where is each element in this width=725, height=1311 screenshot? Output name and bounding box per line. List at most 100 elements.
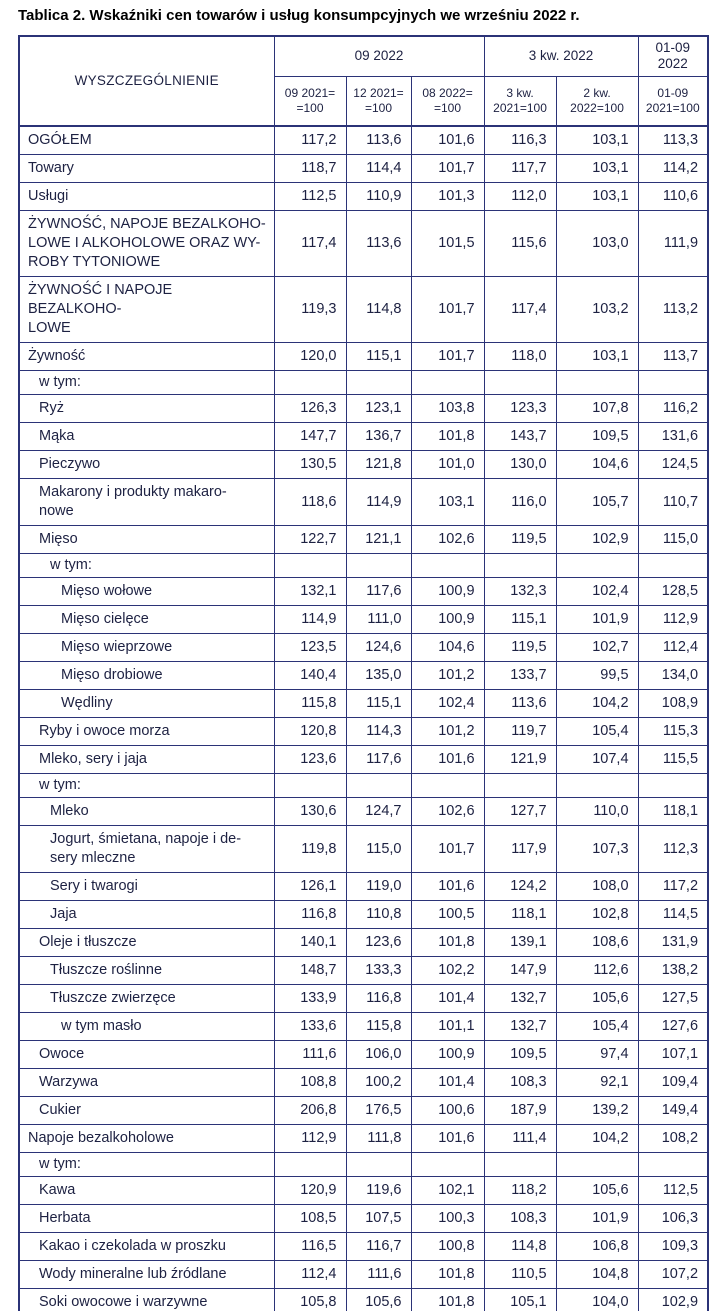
value-cell: 132,7 bbox=[483, 1012, 557, 1041]
value-cell: 109,3 bbox=[637, 1232, 709, 1261]
value-cell: 118,0 bbox=[483, 342, 557, 371]
value-cell: 132,3 bbox=[483, 577, 557, 606]
col-header-01-09-2021-100: 01-09 2021=100 bbox=[637, 75, 709, 127]
value-cell: 100,9 bbox=[410, 1040, 485, 1069]
table-row: Tłuszcze roślinne 148,7 133,3 102,2 147,9 112… bbox=[18, 956, 709, 985]
value-cell: 101,8 bbox=[410, 1260, 485, 1289]
value-cell: 102,6 bbox=[410, 797, 485, 826]
value-cell: 113,6 bbox=[345, 210, 412, 277]
table-row: Ryby i owoce morza 120,8 114,3 101,2 119,7 10… bbox=[18, 717, 709, 746]
value-cell bbox=[410, 553, 485, 578]
table-row: OGÓŁEM 117,2 113,6 101,6 116,3 103,1 113,3 bbox=[18, 125, 709, 155]
value-cell: 101,9 bbox=[555, 605, 639, 634]
value-cell: 102,1 bbox=[410, 1176, 485, 1205]
value-cell: 103,1 bbox=[555, 125, 639, 155]
value-cell: 112,5 bbox=[637, 1176, 709, 1205]
row-label: Mięso cielęce bbox=[18, 605, 275, 634]
value-cell: 108,0 bbox=[555, 872, 639, 901]
value-cell: 123,1 bbox=[345, 394, 412, 423]
value-cell: 101,6 bbox=[410, 1124, 485, 1153]
value-cell: 112,4 bbox=[273, 1260, 347, 1289]
value-cell: 115,1 bbox=[345, 342, 412, 371]
value-cell: 119,0 bbox=[345, 872, 412, 901]
value-cell: 117,4 bbox=[483, 276, 557, 343]
table-row: Mleko, sery i jaja 123,6 117,6 101,6 121,9 10… bbox=[18, 745, 709, 774]
value-cell: 103,0 bbox=[555, 210, 639, 277]
row-label: Jogurt, śmietana, napoje i de- sery mlec… bbox=[18, 825, 275, 873]
value-cell: 115,3 bbox=[637, 717, 709, 746]
value-cell: 108,9 bbox=[637, 689, 709, 718]
value-cell: 104,2 bbox=[555, 689, 639, 718]
value-cell: 107,3 bbox=[555, 825, 639, 873]
value-cell bbox=[637, 370, 709, 395]
value-cell: 138,2 bbox=[637, 956, 709, 985]
col-group-09-2022: 09 2022 bbox=[273, 35, 485, 77]
value-cell: 101,9 bbox=[555, 1204, 639, 1233]
value-cell: 116,5 bbox=[273, 1232, 347, 1261]
value-cell bbox=[637, 553, 709, 578]
row-label: Wody mineralne lub źródlane bbox=[18, 1260, 275, 1289]
value-cell bbox=[345, 553, 412, 578]
value-cell: 112,6 bbox=[555, 956, 639, 985]
value-cell bbox=[345, 773, 412, 798]
value-cell: 119,8 bbox=[273, 825, 347, 873]
value-cell: 99,5 bbox=[555, 661, 639, 690]
value-cell: 101,1 bbox=[410, 1012, 485, 1041]
stub-header: WYSZCZEGÓLNIENIE bbox=[18, 35, 275, 127]
value-cell: 109,5 bbox=[483, 1040, 557, 1069]
value-cell: 101,8 bbox=[410, 1288, 485, 1311]
row-label: Jaja bbox=[18, 900, 275, 929]
value-cell: 101,7 bbox=[410, 342, 485, 371]
value-cell: 101,8 bbox=[410, 928, 485, 957]
value-cell: 113,3 bbox=[637, 125, 709, 155]
value-cell: 100,9 bbox=[410, 605, 485, 634]
value-cell: 110,9 bbox=[345, 182, 412, 211]
header-group-row: WYSZCZEGÓLNIENIE 09 2022 3 kw. 2022 01-0… bbox=[18, 35, 709, 127]
value-cell: 139,1 bbox=[483, 928, 557, 957]
value-cell: 105,8 bbox=[273, 1288, 347, 1311]
value-cell: 115,8 bbox=[345, 1012, 412, 1041]
value-cell: 105,6 bbox=[555, 1176, 639, 1205]
value-cell: 105,4 bbox=[555, 717, 639, 746]
value-cell bbox=[273, 773, 347, 798]
value-cell: 107,4 bbox=[555, 745, 639, 774]
value-cell: 126,3 bbox=[273, 394, 347, 423]
value-cell: 128,5 bbox=[637, 577, 709, 606]
table-row: Kawa 120,9 119,6 102,1 118,2 105,6 112,5 bbox=[18, 1176, 709, 1205]
value-cell: 136,7 bbox=[345, 422, 412, 451]
value-cell: 102,2 bbox=[410, 956, 485, 985]
table-title: Tablica 2. Wskaźniki cen towarów i usług… bbox=[18, 7, 580, 24]
value-cell bbox=[483, 1152, 557, 1177]
value-cell: 102,9 bbox=[637, 1288, 709, 1311]
value-cell: 103,1 bbox=[555, 154, 639, 183]
value-cell: 101,3 bbox=[410, 182, 485, 211]
value-cell bbox=[345, 1152, 412, 1177]
value-cell: 107,8 bbox=[555, 394, 639, 423]
value-cell: 127,6 bbox=[637, 1012, 709, 1041]
value-cell: 108,3 bbox=[483, 1068, 557, 1097]
table-row: w tym: bbox=[18, 1152, 709, 1177]
value-cell: 124,6 bbox=[345, 633, 412, 662]
table-row: Pieczywo 130,5 121,8 101,0 130,0 104,6 124,5 bbox=[18, 450, 709, 479]
value-cell: 103,1 bbox=[410, 478, 485, 526]
table-row: Mięso cielęce 114,9 111,0 100,9 115,1 101,9 11… bbox=[18, 605, 709, 634]
value-cell: 114,9 bbox=[273, 605, 347, 634]
col-group-3kw-2022: 3 kw. 2022 bbox=[483, 35, 639, 77]
row-label: w tym: bbox=[18, 370, 275, 395]
value-cell: 116,8 bbox=[345, 984, 412, 1013]
value-cell: 102,4 bbox=[555, 577, 639, 606]
value-cell: 119,5 bbox=[483, 633, 557, 662]
value-cell: 107,1 bbox=[637, 1040, 709, 1069]
value-cell: 122,7 bbox=[273, 525, 347, 554]
row-label: Makarony i produkty makaro- nowe bbox=[18, 478, 275, 526]
table-row: Sery i twarogi 126,1 119,0 101,6 124,2 108,0 1… bbox=[18, 872, 709, 901]
row-label: ŻYWNOŚĆ, NAPOJE BEZALKOHO- LOWE I ALKOHO… bbox=[18, 210, 275, 277]
value-cell: 113,6 bbox=[483, 689, 557, 718]
value-cell: 100,8 bbox=[410, 1232, 485, 1261]
row-label: Tłuszcze roślinne bbox=[18, 956, 275, 985]
table-row: Ryż 126,3 123,1 103,8 123,3 107,8 116,2 bbox=[18, 394, 709, 423]
value-cell: 118,7 bbox=[273, 154, 347, 183]
value-cell: 113,6 bbox=[345, 125, 412, 155]
value-cell: 117,7 bbox=[483, 154, 557, 183]
value-cell: 112,9 bbox=[273, 1124, 347, 1153]
